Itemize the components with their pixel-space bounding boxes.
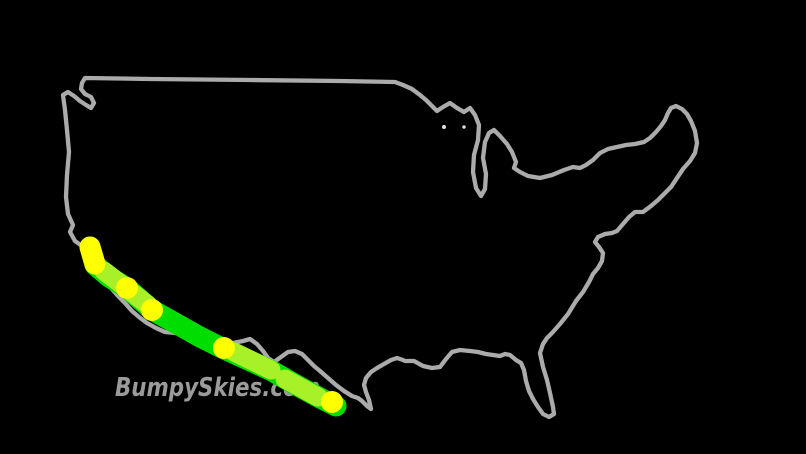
waypoint-dot xyxy=(141,299,163,321)
route-start-marker xyxy=(79,236,106,275)
waypoint-dot xyxy=(321,391,343,413)
map-speckle xyxy=(462,125,466,129)
flight-route-start-segment xyxy=(79,236,106,275)
waypoint-dot xyxy=(213,337,235,359)
route-segment-yellow-green xyxy=(275,369,328,407)
flight-route-waypoint-dots xyxy=(116,277,343,413)
us-map-outline xyxy=(60,75,700,420)
map-speckle xyxy=(442,125,446,129)
map-speckles xyxy=(442,125,466,129)
route-segment-yellow-green xyxy=(224,342,281,380)
waypoint-dot xyxy=(116,277,138,299)
